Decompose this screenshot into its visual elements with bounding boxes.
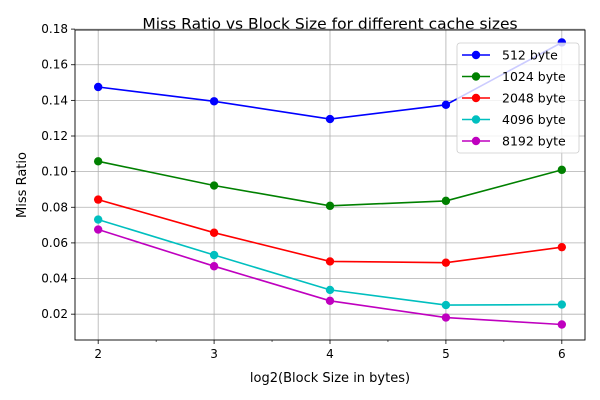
x-tick-label: 6: [558, 347, 566, 361]
legend-entry: 1024 byte: [462, 69, 566, 84]
legend-entry: 4096 byte: [462, 112, 566, 127]
y-tick-label: 0.04: [41, 272, 68, 286]
data-point: [209, 250, 219, 260]
legend-marker: [471, 93, 481, 103]
series-3: [93, 215, 567, 310]
y-tick-label: 0.02: [41, 307, 68, 321]
series-group: [93, 38, 567, 329]
data-point: [209, 181, 219, 190]
chart-title: Miss Ratio vs Block Size for different c…: [142, 15, 517, 33]
x-tick-label: 2: [94, 347, 102, 361]
data-point: [325, 257, 335, 266]
y-tick-label: 0.08: [41, 200, 68, 214]
data-point: [441, 100, 451, 110]
y-tick-label: 0.14: [41, 93, 68, 107]
y-tick-label: 0.06: [41, 236, 68, 250]
y-tick-label: 0.10: [41, 165, 68, 179]
y-axis-label: Miss Ratio: [15, 152, 30, 218]
axis-ticks: 2 3 4 5 6 0.02 0.04 0.06 0.08 0.10 0.12 0.14 0.16 0.1…: [41, 22, 565, 361]
data-point: [557, 320, 567, 329]
data-point: [93, 215, 103, 224]
data-point: [441, 196, 451, 206]
legend-entry: 2048 byte: [462, 91, 566, 106]
data-point: [557, 242, 567, 252]
legend: 512 byte 1024 byte 2048 byte 4096 byte 8192 …: [456, 42, 580, 154]
legend-label: 8192 byte: [502, 134, 566, 149]
data-point: [209, 262, 219, 271]
series-2: [93, 195, 567, 267]
legend-label: 2048 byte: [502, 91, 566, 106]
data-point: [325, 114, 335, 124]
legend-marker: [471, 115, 481, 124]
legend-marker: [471, 50, 481, 60]
series-4: [93, 225, 567, 329]
data-point: [209, 228, 219, 237]
data-point: [557, 300, 567, 309]
legend-marker: [471, 72, 481, 81]
x-axis-label: log2(Block Size in bytes): [250, 371, 410, 386]
legend-entry: 512 byte: [462, 48, 558, 63]
data-point: [93, 225, 103, 234]
x-tick-label: 5: [442, 347, 450, 361]
data-point: [93, 195, 103, 204]
y-tick-label: 0.16: [41, 58, 68, 72]
data-point: [441, 258, 451, 267]
data-point: [325, 201, 335, 211]
legend-box: [456, 42, 580, 154]
legend-marker: [471, 136, 481, 146]
y-tick-label: 0.12: [41, 129, 68, 143]
legend-label: 4096 byte: [502, 112, 566, 127]
data-point: [93, 82, 103, 92]
x-tick-label: 4: [326, 347, 334, 361]
legend-entry: 8192 byte: [462, 134, 566, 149]
legend-label: 512 byte: [502, 48, 558, 63]
data-point: [557, 165, 567, 175]
data-point: [441, 300, 451, 310]
data-point: [325, 285, 335, 295]
x-tick-label: 3: [210, 347, 218, 361]
legend-label: 1024 byte: [502, 69, 566, 84]
data-point: [209, 97, 219, 106]
data-point: [93, 157, 103, 166]
data-point: [441, 313, 451, 322]
series-1: [93, 157, 567, 211]
y-tick-label: 0.18: [41, 22, 68, 36]
data-point: [325, 296, 335, 306]
